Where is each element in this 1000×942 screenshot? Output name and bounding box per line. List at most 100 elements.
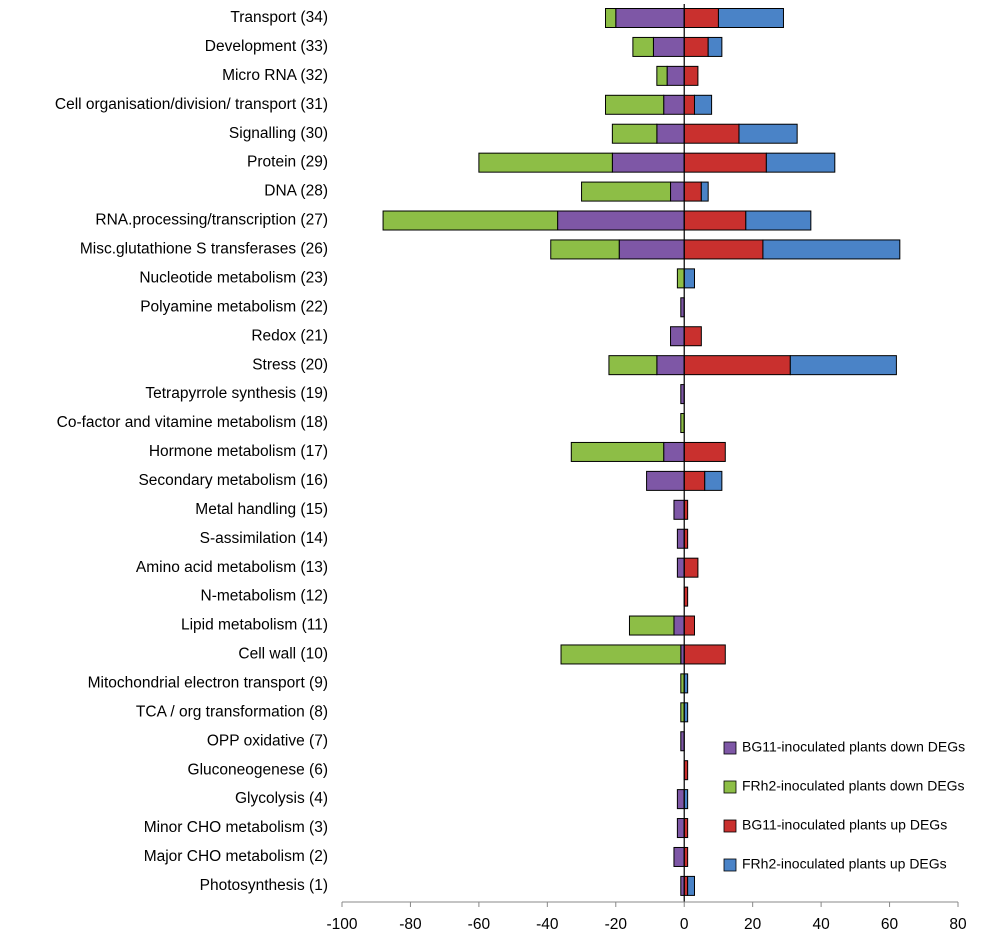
bar-segment xyxy=(683,8,719,28)
bar-segment xyxy=(676,268,685,289)
bar-segment xyxy=(663,94,685,115)
bar-segment xyxy=(656,123,685,144)
bar-segment xyxy=(683,557,699,578)
bar-segment xyxy=(478,152,613,173)
bar-segment xyxy=(550,239,620,260)
category-label: DNA (28) xyxy=(264,183,328,200)
category-label: S-assimilation (14) xyxy=(200,530,328,547)
category-label: Glycolysis (4) xyxy=(235,790,328,807)
bar-segment xyxy=(683,268,695,289)
category-label: Major CHO metabolism (2) xyxy=(144,848,328,865)
bar-segment xyxy=(683,355,791,376)
bar-segment xyxy=(673,846,685,867)
bar-segment xyxy=(683,470,706,491)
bar-segment xyxy=(683,615,695,636)
x-tick-label: -40 xyxy=(536,916,559,933)
bar-segment xyxy=(683,65,699,86)
category-label: Minor CHO metabolism (3) xyxy=(144,819,328,836)
bar-segment xyxy=(608,355,658,376)
bar-segment xyxy=(605,94,665,115)
category-label: Photosynthesis (1) xyxy=(200,877,328,894)
bar-segment xyxy=(611,152,685,173)
bar-segment xyxy=(581,181,672,202)
category-label: Transport (34) xyxy=(230,9,328,26)
bar-segment xyxy=(670,326,685,347)
bar-segment xyxy=(683,441,726,462)
legend-swatch xyxy=(723,819,737,833)
x-tick-label: 80 xyxy=(949,916,967,933)
bar-segment xyxy=(615,8,685,28)
legend-label: BG11-inoculated plants up DEGs xyxy=(742,817,947,833)
bar-segment xyxy=(700,181,709,202)
category-label: TCA / org transformation (8) xyxy=(136,703,328,720)
category-label: Lipid metabolism (11) xyxy=(181,617,328,634)
category-label: Micro RNA (32) xyxy=(222,67,328,84)
category-label: Hormone metabolism (17) xyxy=(149,443,328,460)
category-label: Redox (21) xyxy=(251,327,328,344)
bar-segment xyxy=(687,875,695,896)
category-label: Cell wall (10) xyxy=(238,646,328,663)
bar-segment xyxy=(570,441,665,462)
bar-segment xyxy=(628,615,675,636)
bar-segment xyxy=(673,499,685,520)
bar-segment xyxy=(683,123,740,144)
bar-segment xyxy=(656,65,668,86)
category-label: RNA.processing/transcription (27) xyxy=(95,212,328,229)
x-tick-label: 0 xyxy=(680,916,689,933)
category-label: Protein (29) xyxy=(247,154,328,171)
bar-segment xyxy=(676,557,685,578)
category-label: Cell organisation/division/ transport (3… xyxy=(55,96,328,113)
x-tick-label: 60 xyxy=(881,916,899,933)
legend-label: BG11-inoculated plants down DEGs xyxy=(742,739,965,755)
legend-label: FRh2-inoculated plants up DEGs xyxy=(742,856,947,872)
bar-segment xyxy=(666,65,685,86)
category-label: Co-factor and vitamine metabolism (18) xyxy=(57,414,328,431)
bar-segment xyxy=(683,94,695,115)
bar-segment xyxy=(707,36,723,57)
bar-segment xyxy=(676,818,685,839)
bar-segment xyxy=(382,210,559,231)
bar-segment xyxy=(557,210,685,231)
bar-segment xyxy=(704,470,723,491)
bar-segment xyxy=(611,123,658,144)
bar-segment xyxy=(632,36,654,57)
bar-segment xyxy=(683,239,764,260)
bar-segment xyxy=(605,8,617,28)
bar-segment xyxy=(683,210,747,231)
bar-segment xyxy=(676,789,685,810)
x-tick-label: -80 xyxy=(399,916,422,933)
category-label: Signalling (30) xyxy=(229,125,328,142)
bar-segment xyxy=(762,239,901,260)
category-label: Amino acid metabolism (13) xyxy=(136,559,328,576)
category-label: Misc.glutathione S transferases (26) xyxy=(80,241,328,258)
legend-label: FRh2-inoculated plants down DEGs xyxy=(742,778,965,794)
category-label: Development (33) xyxy=(205,38,328,55)
x-tick-label: -100 xyxy=(326,916,357,933)
bar-segment xyxy=(676,528,685,549)
x-tick-label: 40 xyxy=(812,916,830,933)
bar-segment xyxy=(789,355,897,376)
bar-segment xyxy=(683,36,709,57)
bar-segment xyxy=(652,36,685,57)
bar-segment xyxy=(663,441,685,462)
legend-swatch xyxy=(723,741,737,755)
bar-segment xyxy=(646,470,685,491)
bar-segment xyxy=(560,644,682,665)
bar-segment xyxy=(683,181,702,202)
bar-segment xyxy=(618,239,685,260)
bar-segment xyxy=(683,326,702,347)
legend-swatch xyxy=(723,858,737,872)
category-label: OPP oxidative (7) xyxy=(207,732,328,749)
category-label: Nucleotide metabolism (23) xyxy=(139,269,328,286)
category-label: Mitochondrial electron transport (9) xyxy=(88,674,328,691)
category-label: Tetrapyrrole synthesis (19) xyxy=(145,385,328,402)
category-label: Gluconeogenese (6) xyxy=(188,761,328,778)
bar-segment xyxy=(717,8,784,28)
x-tick-label: -60 xyxy=(468,916,491,933)
legend-swatch xyxy=(723,780,737,794)
bar-segment xyxy=(745,210,812,231)
bar-segment xyxy=(683,644,726,665)
bar-segment xyxy=(693,94,713,115)
bar-segment xyxy=(673,615,685,636)
